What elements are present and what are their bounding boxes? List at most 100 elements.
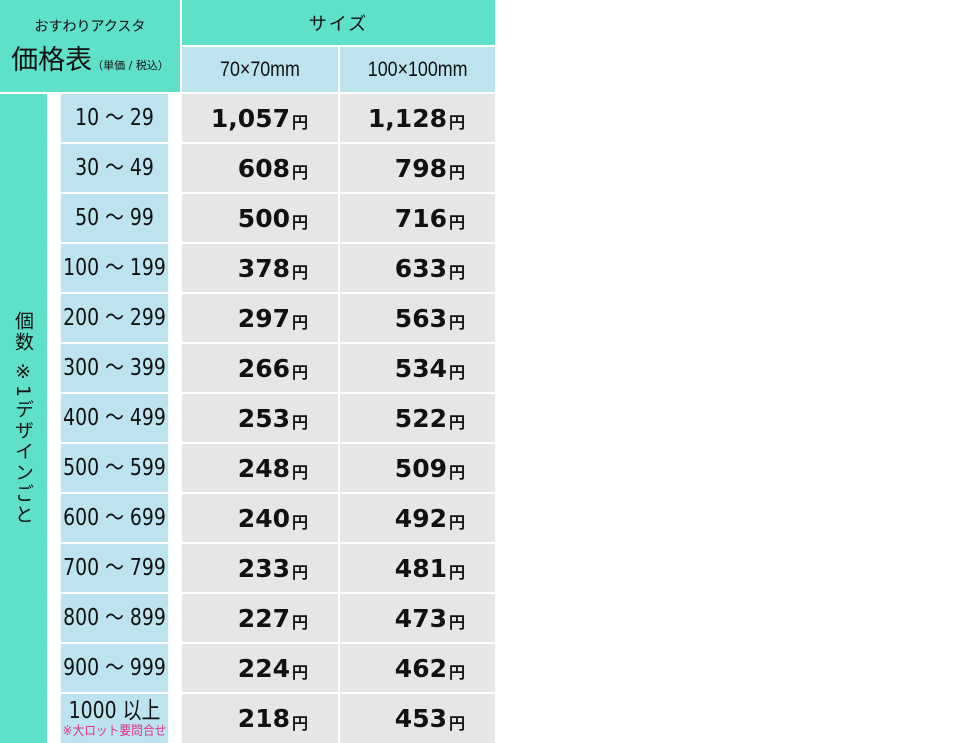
price: 563 <box>394 303 447 333</box>
price-cell-100: 534 円 <box>340 344 495 392</box>
size-header: サイズ <box>182 0 495 45</box>
quantity-label: 個数 ※1デザインごと <box>12 311 34 526</box>
currency: 円 <box>291 463 308 482</box>
price: 297 <box>237 303 290 333</box>
price-cell-100: 716 円 <box>340 194 495 242</box>
price-cell-100: 492 円 <box>340 494 495 542</box>
quantity-range: 600 ～ 699 <box>63 504 166 531</box>
size-header-70: 70×70mm <box>182 47 338 92</box>
currency: 円 <box>291 563 308 582</box>
price: 266 <box>237 353 290 383</box>
quantity-range: 10 ～ 29 <box>75 104 154 131</box>
quantity-range: 50 ～ 99 <box>75 204 154 231</box>
price: 473 <box>394 603 447 633</box>
quantity-range: 800 ～ 899 <box>63 604 166 631</box>
price: 492 <box>394 503 447 533</box>
product-name: おすわりアクスタ <box>34 18 146 35</box>
quantity-range-cell: 900 ～ 999 <box>60 644 169 692</box>
price-cell-70: 253 円 <box>182 394 338 442</box>
price-cell-70: 500 円 <box>182 194 338 242</box>
price-cell-70: 378 円 <box>182 244 338 292</box>
price-cell-100: 462 円 <box>340 644 495 692</box>
currency: 円 <box>448 313 465 332</box>
price-cell-70: 233 円 <box>182 544 338 592</box>
price: 218 <box>237 704 290 733</box>
quantity-range-cell: 300 ～ 399 <box>60 344 169 392</box>
price-cell-100: 1,128 円 <box>340 94 495 142</box>
price: 534 <box>394 353 447 383</box>
price-cell-70: 227 円 <box>182 594 338 642</box>
price-cell-70: 224 円 <box>182 644 338 692</box>
quantity-range-cell: 700 ～ 799 <box>60 544 169 592</box>
price-cell-100: 522 円 <box>340 394 495 442</box>
price-cell-100: 633 円 <box>340 244 495 292</box>
currency: 円 <box>448 363 465 382</box>
quantity-range: 700 ～ 799 <box>63 554 166 581</box>
price: 462 <box>394 653 447 683</box>
price: 453 <box>394 704 447 733</box>
title-note: （単価 / 税込） <box>92 58 169 72</box>
price: 481 <box>394 553 447 583</box>
price-cell-100: 453 円 <box>340 694 495 743</box>
price-cell-70: 1,057 円 <box>182 94 338 142</box>
price: 240 <box>237 503 290 533</box>
quantity-range: 30 ～ 49 <box>75 154 154 181</box>
quantity-range-cell: 10 ～ 29 <box>60 94 169 142</box>
currency: 円 <box>291 363 308 382</box>
price-cell-70: 608 円 <box>182 144 338 192</box>
currency: 円 <box>291 313 308 332</box>
price: 253 <box>237 403 290 433</box>
price-cell-100: 563 円 <box>340 294 495 342</box>
currency: 円 <box>291 713 308 733</box>
price: 233 <box>237 553 290 583</box>
quantity-range-cell: 400 ～ 499 <box>60 394 169 442</box>
currency: 円 <box>291 163 308 182</box>
large-lot-note: ※大ロット要問合せ <box>62 723 167 739</box>
quantity-range-cell: 500 ～ 599 <box>60 444 169 492</box>
quantity-range-cell: 100 ～ 199 <box>60 244 169 292</box>
currency: 円 <box>291 113 308 132</box>
quantity-range-cell: 200 ～ 299 <box>60 294 169 342</box>
price: 224 <box>237 653 290 683</box>
currency: 円 <box>291 663 308 682</box>
currency: 円 <box>448 713 465 733</box>
quantity-range-cell: 800 ～ 899 <box>60 594 169 642</box>
currency: 円 <box>291 413 308 432</box>
price-cell-100: 798 円 <box>340 144 495 192</box>
currency: 円 <box>448 113 465 132</box>
currency: 円 <box>448 463 465 482</box>
quantity-range-cell: 50 ～ 99 <box>60 194 169 242</box>
price: 500 <box>237 203 290 233</box>
price: 378 <box>237 253 290 283</box>
quantity-header: 個数 ※1デザインごと <box>0 94 47 743</box>
size-header-100: 100×100mm <box>340 47 495 92</box>
currency: 円 <box>448 663 465 682</box>
quantity-range-cell: 1000 以上 ※大ロット要問合せ <box>60 694 169 743</box>
quantity-range-cell: 600 ～ 699 <box>60 494 169 542</box>
price-cell-70: 266 円 <box>182 344 338 392</box>
price: 798 <box>394 153 447 183</box>
price: 1,057 <box>210 103 290 133</box>
quantity-range: 300 ～ 399 <box>63 354 166 381</box>
title-text: 価格表 <box>11 44 93 76</box>
price-cell-100: 481 円 <box>340 544 495 592</box>
quantity-range: 200 ～ 299 <box>63 304 166 331</box>
price: 248 <box>237 453 290 483</box>
price: 633 <box>394 253 447 283</box>
currency: 円 <box>448 613 465 632</box>
price-cell-70: 240 円 <box>182 494 338 542</box>
price: 716 <box>394 203 447 233</box>
currency: 円 <box>448 413 465 432</box>
quantity-range: 100 ～ 199 <box>63 254 166 281</box>
size-label: 70×70mm <box>220 57 300 81</box>
currency: 円 <box>291 263 308 282</box>
currency: 円 <box>291 613 308 632</box>
price-cell-70: 297 円 <box>182 294 338 342</box>
price: 227 <box>237 603 290 633</box>
price-cell-70: 248 円 <box>182 444 338 492</box>
price-cell-100: 509 円 <box>340 444 495 492</box>
currency: 円 <box>448 513 465 532</box>
size-label: 100×100mm <box>367 57 468 81</box>
currency: 円 <box>448 563 465 582</box>
price: 509 <box>394 453 447 483</box>
